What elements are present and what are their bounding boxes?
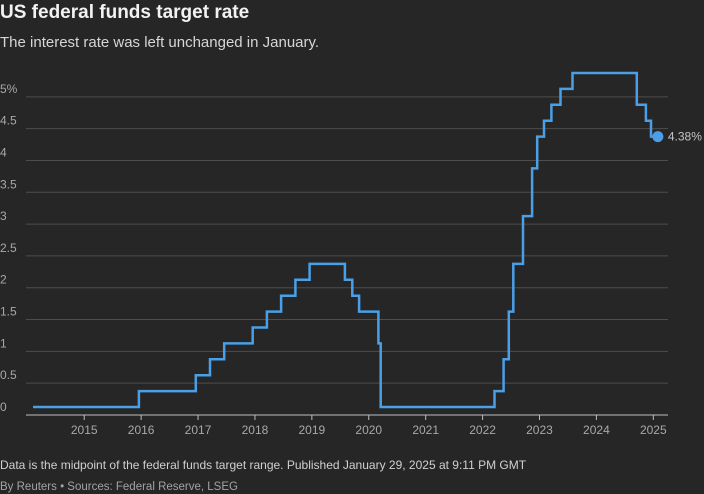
rate-step-line xyxy=(33,71,658,409)
footnote: Data is the midpoint of the federal fund… xyxy=(0,458,527,472)
y-tick-label: 1 xyxy=(0,336,7,350)
latest-value-label: 4.38% xyxy=(668,130,702,144)
x-tick-label: 2016 xyxy=(128,423,155,437)
x-tick-label: 2020 xyxy=(355,423,382,437)
y-tick-label: 2.5 xyxy=(0,241,17,255)
gridlines xyxy=(26,96,668,384)
y-tick-label: 4 xyxy=(0,145,7,159)
x-axis-ticks: 2015 2016 2017 2018 2019 2020 2021 2022 2023 2024… xyxy=(71,415,667,437)
x-tick-label: 2023 xyxy=(526,423,553,437)
source-credit: By Reuters • Sources: Federal Reserve, L… xyxy=(0,481,238,493)
x-tick-label: 2018 xyxy=(242,423,269,437)
x-tick-label: 2015 xyxy=(71,423,98,437)
y-tick-label: 3 xyxy=(0,209,7,223)
y-tick-label: 3.5 xyxy=(0,177,17,191)
y-axis-ticks: 0 0.5 1 1.5 2 2.5 3 3.5 4 4.5 5% xyxy=(0,82,18,414)
x-tick-label: 2021 xyxy=(412,423,439,437)
x-tick-label: 2025 xyxy=(640,423,667,437)
y-tick-label: 0.5 xyxy=(0,368,17,382)
chart-subtitle: The interest rate was left unchanged in … xyxy=(0,34,320,51)
y-tick-label: 4.5 xyxy=(0,114,17,128)
chart-area: 00.511.522.533.544.55% 2015 2016 2017 2018 2… xyxy=(0,71,702,437)
chart-title: US federal funds target rate xyxy=(0,2,250,23)
x-tick-label: 2024 xyxy=(583,423,610,437)
x-tick-label: 2017 xyxy=(185,423,212,437)
y-tick-label: 5% xyxy=(0,82,18,96)
x-tick-label: 2022 xyxy=(469,423,496,437)
y-tick-label: 1.5 xyxy=(0,305,17,319)
y-tick-label: 2 xyxy=(0,273,7,287)
latest-value-dot xyxy=(652,131,664,143)
x-tick-label: 2019 xyxy=(299,423,326,437)
y-tick-label: 0 xyxy=(0,400,7,414)
